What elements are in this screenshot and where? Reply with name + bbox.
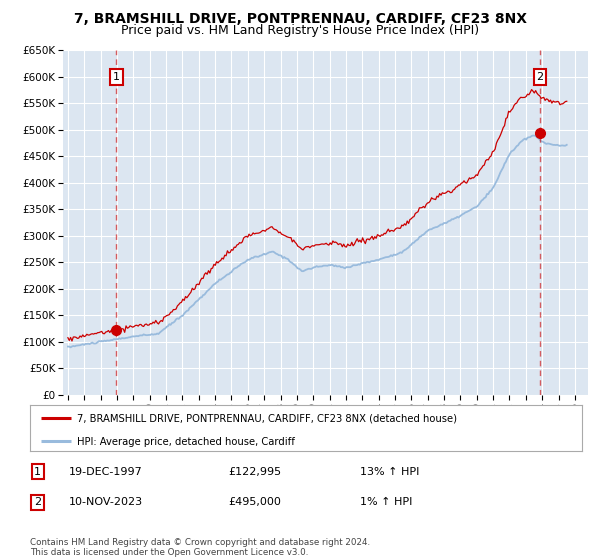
Text: 2: 2	[536, 72, 544, 82]
Text: 7, BRAMSHILL DRIVE, PONTPRENNAU, CARDIFF, CF23 8NX: 7, BRAMSHILL DRIVE, PONTPRENNAU, CARDIFF…	[74, 12, 527, 26]
Text: 7, BRAMSHILL DRIVE, PONTPRENNAU, CARDIFF, CF23 8NX (detached house): 7, BRAMSHILL DRIVE, PONTPRENNAU, CARDIFF…	[77, 414, 457, 424]
Text: 1: 1	[113, 72, 120, 82]
Text: 10-NOV-2023: 10-NOV-2023	[69, 497, 143, 507]
Text: Contains HM Land Registry data © Crown copyright and database right 2024.
This d: Contains HM Land Registry data © Crown c…	[30, 538, 370, 557]
Text: £495,000: £495,000	[228, 497, 281, 507]
Text: 1: 1	[34, 466, 41, 477]
Text: 19-DEC-1997: 19-DEC-1997	[69, 466, 143, 477]
Text: Price paid vs. HM Land Registry's House Price Index (HPI): Price paid vs. HM Land Registry's House …	[121, 24, 479, 36]
Text: HPI: Average price, detached house, Cardiff: HPI: Average price, detached house, Card…	[77, 437, 295, 447]
Text: 13% ↑ HPI: 13% ↑ HPI	[360, 466, 419, 477]
Text: 2: 2	[34, 497, 41, 507]
Text: £122,995: £122,995	[228, 466, 281, 477]
Text: 1% ↑ HPI: 1% ↑ HPI	[360, 497, 412, 507]
